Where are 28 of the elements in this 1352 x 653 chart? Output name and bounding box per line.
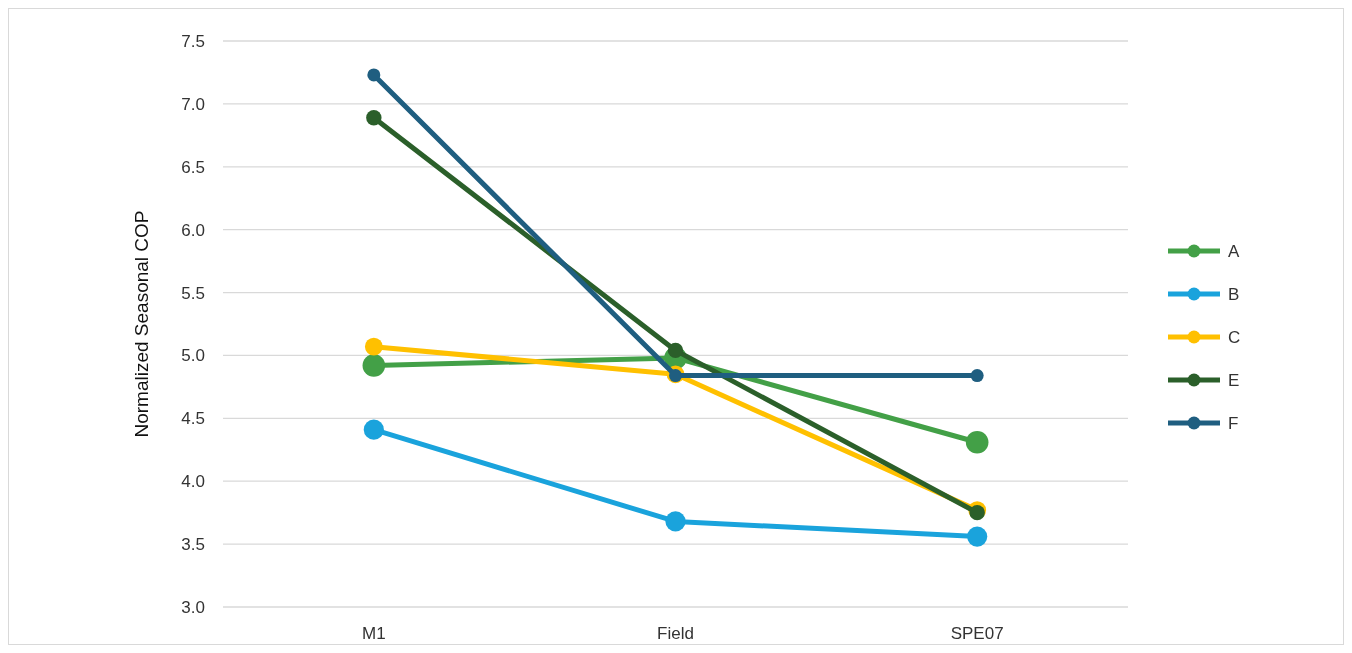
legend-label: C [1228,327,1241,347]
y-tick-label: 7.0 [181,94,205,114]
y-tick-label: 6.5 [181,157,205,177]
point [362,354,386,377]
y-tick-label: 6.0 [181,220,205,240]
y-tick-label: 4.0 [181,472,205,492]
legend-label: B [1228,284,1240,304]
legend-label: E [1228,370,1240,390]
point [665,511,686,532]
y-tick-label: 5.5 [181,283,205,303]
y-tick-label: 3.0 [181,597,205,617]
point [965,430,989,454]
y-tick-label: 5.0 [181,346,205,366]
x-tick-label: M1 [362,624,386,643]
y-tick-label: 7.5 [181,31,205,51]
point [967,526,988,547]
point [366,110,382,126]
x-tick-label: SPE07 [950,624,1004,643]
y-tick-label: 4.5 [181,409,205,429]
y-axis-title: Normalized Seasonal COP [131,210,152,438]
point [363,419,384,440]
legend-label: A [1228,241,1240,261]
point [364,337,383,356]
point [970,369,984,383]
x-tick-label: Field [657,624,694,643]
y-tick-label: 3.5 [181,535,205,555]
point [367,68,381,82]
legend-label: F [1228,413,1239,433]
